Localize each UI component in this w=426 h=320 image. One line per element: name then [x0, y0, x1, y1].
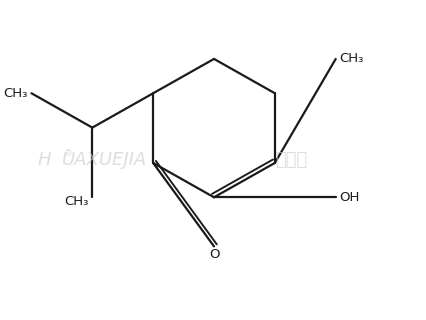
Text: CH₃: CH₃ [64, 195, 88, 208]
Text: OH: OH [340, 191, 360, 204]
Text: 化学加: 化学加 [275, 151, 307, 169]
Text: ®: ® [64, 148, 73, 158]
Text: UAXUEJIA: UAXUEJIA [62, 151, 147, 169]
Text: CH₃: CH₃ [3, 87, 28, 100]
Text: O: O [209, 248, 219, 261]
Text: H: H [37, 151, 51, 169]
Text: CH₃: CH₃ [340, 52, 364, 65]
